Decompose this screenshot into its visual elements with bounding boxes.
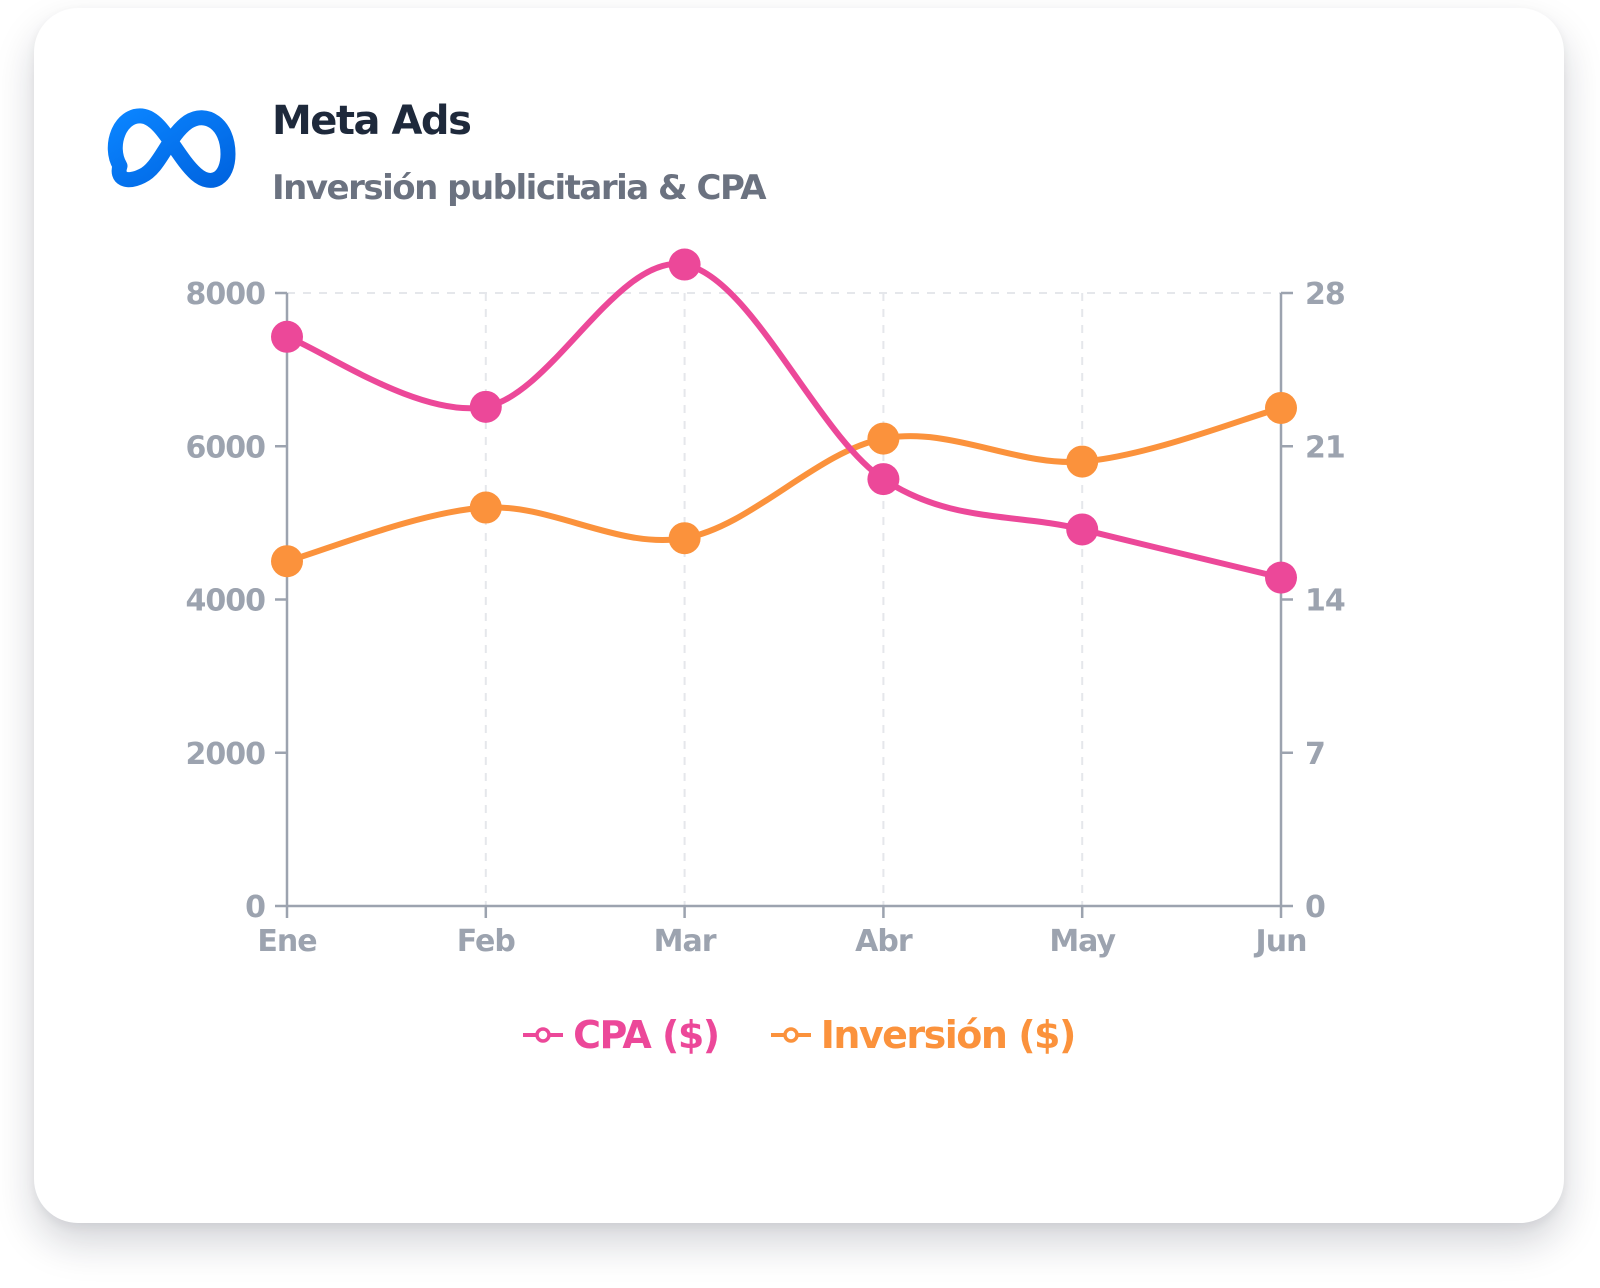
data-point-inversion[interactable] [1265,391,1297,424]
x-tick-label: Jun [1254,924,1307,959]
data-point-inversion[interactable] [271,545,303,578]
legend-line-marker-icon [770,1027,811,1043]
x-tick-label: Mar [654,924,717,959]
chart-title: Meta Ads [272,98,472,144]
chart-subtitle: Inversión publicitaria & CPA [272,168,767,208]
y-left-tick-label: 2000 [186,737,266,772]
x-tick-label: Ene [257,924,316,959]
y-right-tick-label: 28 [1305,277,1345,312]
series-line-cpa [284,260,1284,581]
data-point-cpa[interactable] [1265,561,1297,594]
y-right-tick-label: 14 [1305,584,1345,619]
data-point-cpa[interactable] [469,390,502,423]
x-tick-label: May [1049,924,1116,959]
y-left-tick-label: 0 [245,890,265,925]
legend-item-inversion[interactable]: Inversión ($) [770,1013,1077,1057]
y-left-tick-label: 4000 [186,584,266,619]
legend-line-marker-icon [523,1027,564,1043]
chart-legend: CPA ($) Inversión ($) [34,1013,1564,1057]
data-point-cpa[interactable] [668,248,701,281]
legend-item-cpa[interactable]: CPA ($) [523,1013,720,1057]
data-point-inversion[interactable] [1066,445,1099,478]
data-point-inversion[interactable] [668,522,701,555]
x-tick-label: Abr [855,924,913,959]
y-right-tick-label: 21 [1305,430,1345,465]
data-point-cpa[interactable] [271,320,303,353]
legend-label-cpa: CPA ($) [573,1013,720,1057]
y-left-tick-label: 6000 [186,430,266,465]
y-right-tick-label: 0 [1305,890,1325,925]
data-point-cpa[interactable] [867,463,900,496]
data-point-inversion[interactable] [469,491,502,524]
chart-card: Meta Ads Inversión publicitaria & CPA 0 2… [34,8,1564,1223]
y-right-tick-label: 7 [1305,737,1325,772]
data-point-cpa[interactable] [1066,513,1099,546]
legend-label-inversion: Inversión ($) [820,1013,1077,1057]
series-line-inversion [284,404,1284,565]
line-chart: 0 2000 4000 6000 8000 0 7 14 21 28 Ene Feb Mar Abr May… [186,248,1346,959]
x-tick-label: Feb [457,924,516,959]
y-left-tick-label: 8000 [186,277,266,312]
meta-logo-icon [107,108,236,188]
data-point-inversion[interactable] [867,422,900,455]
